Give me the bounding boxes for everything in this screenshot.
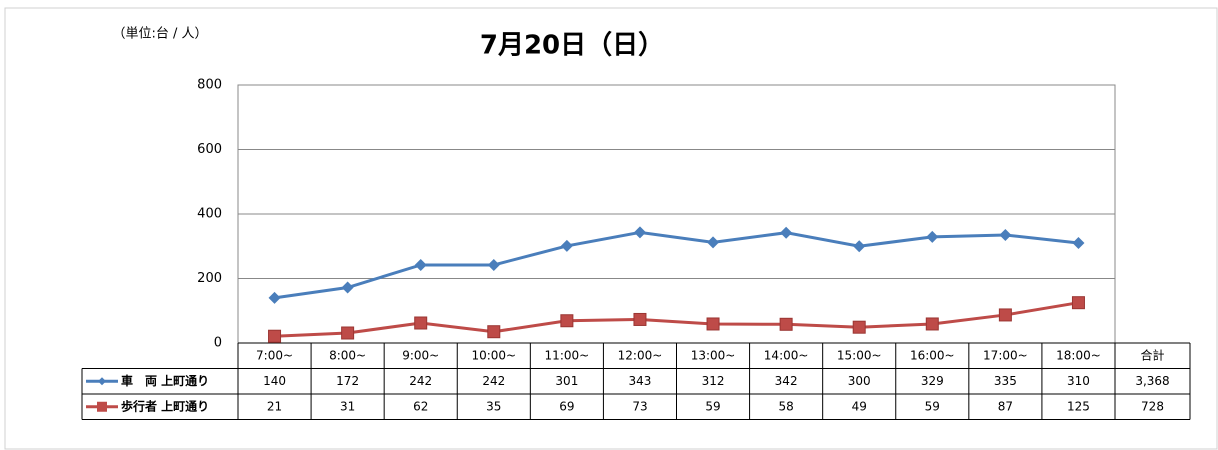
x-tick-label: 17:00~ xyxy=(983,348,1028,362)
value-cell: 35 xyxy=(486,399,501,413)
marker xyxy=(560,239,573,252)
marker xyxy=(633,312,647,326)
value-cell: 300 xyxy=(848,374,871,388)
value-cell: 242 xyxy=(409,374,432,388)
x-tick-label: 11:00~ xyxy=(545,348,590,362)
series-line xyxy=(274,230,1079,300)
value-cell: 125 xyxy=(1067,399,1090,413)
x-tick-label: 13:00~ xyxy=(691,348,736,362)
marker xyxy=(268,291,281,304)
x-tick-label: 10:00~ xyxy=(471,348,516,362)
value-cell: 69 xyxy=(559,399,574,413)
marker xyxy=(999,228,1012,241)
marker xyxy=(925,317,939,331)
marker xyxy=(487,325,501,339)
x-tick-label: 16:00~ xyxy=(910,348,955,362)
x-tick-label: 18:00~ xyxy=(1056,348,1101,362)
value-cell: 301 xyxy=(555,374,578,388)
value-cell: 62 xyxy=(413,399,428,413)
marker xyxy=(1072,237,1085,250)
legend-marker xyxy=(97,401,107,412)
x-tick-label: 12:00~ xyxy=(618,348,663,362)
marker xyxy=(268,329,282,343)
marker xyxy=(853,240,866,253)
chart-title: 7月20日（日） xyxy=(480,31,664,61)
legend-label: 車 両 上町通り xyxy=(121,373,209,388)
y-tick-label: 0 xyxy=(214,336,222,351)
marker xyxy=(780,226,793,239)
marker xyxy=(633,226,646,239)
series-line xyxy=(274,301,1079,338)
value-cell: 335 xyxy=(994,374,1017,388)
total-header: 合計 xyxy=(1140,347,1164,362)
frame xyxy=(4,7,1218,450)
value-cell: 343 xyxy=(629,374,652,388)
value-cell: 87 xyxy=(998,399,1013,413)
x-tick-label: 9:00~ xyxy=(402,348,439,362)
marker xyxy=(926,230,939,243)
marker xyxy=(706,317,720,331)
marker xyxy=(487,258,500,271)
value-cell: 59 xyxy=(705,399,720,413)
value-cell: 342 xyxy=(775,374,798,388)
value-cell: 140 xyxy=(263,374,286,388)
value-cell: 242 xyxy=(482,374,505,388)
value-cell: 31 xyxy=(340,399,355,413)
x-tick-label: 7:00~ xyxy=(256,348,293,362)
y-tick-label: 200 xyxy=(197,271,222,286)
value-cell: 58 xyxy=(778,399,793,413)
marker xyxy=(998,308,1012,322)
marker xyxy=(414,258,427,271)
value-cell: 21 xyxy=(267,399,282,413)
marker xyxy=(1071,296,1085,310)
value-cell: 59 xyxy=(925,399,940,413)
x-tick-label: 8:00~ xyxy=(329,348,366,362)
value-cell: 312 xyxy=(702,374,725,388)
y-tick-label: 400 xyxy=(197,207,222,222)
y-tick-label: 800 xyxy=(197,78,222,93)
marker xyxy=(341,281,354,294)
legend-label: 歩行者 上町通り xyxy=(121,398,209,413)
y-tick-label: 600 xyxy=(197,142,222,157)
value-cell: 329 xyxy=(921,374,944,388)
x-tick-label: 15:00~ xyxy=(837,348,882,362)
marker xyxy=(779,317,793,331)
marker xyxy=(560,314,574,328)
marker xyxy=(341,326,355,340)
marker xyxy=(852,320,866,334)
total-cell: 728 xyxy=(1141,399,1164,413)
unit-label: （単位:台 / 人） xyxy=(112,26,207,42)
value-cell: 310 xyxy=(1067,374,1090,388)
marker xyxy=(707,236,720,249)
value-cell: 49 xyxy=(852,399,867,413)
marker xyxy=(414,316,428,330)
value-cell: 73 xyxy=(632,399,647,413)
total-cell: 3,368 xyxy=(1135,374,1169,388)
x-tick-label: 14:00~ xyxy=(764,348,809,362)
legend-marker xyxy=(98,377,106,386)
value-cell: 172 xyxy=(336,374,359,388)
